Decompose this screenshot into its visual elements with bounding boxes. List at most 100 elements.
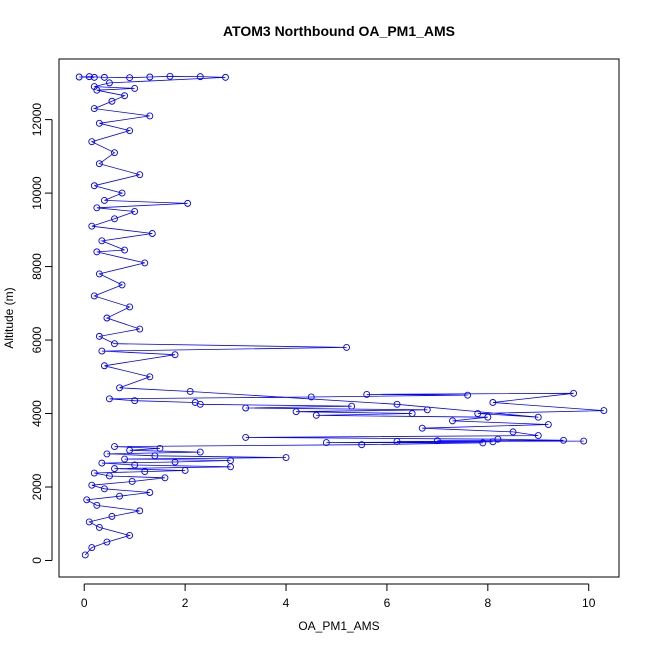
data-point [191,399,199,406]
y-tick-label: 8000 [30,253,44,280]
chart-title: ATOM3 Northbound OA_PM1_AMS [223,23,455,39]
x-tick-label: 2 [182,596,189,610]
data-point [146,112,154,120]
data-point [126,127,134,135]
data-point [393,437,401,445]
data-point [100,73,108,81]
data-point [98,347,106,355]
data-point [131,461,139,469]
data-point [88,481,96,489]
data-point [423,406,431,414]
data-point [184,199,192,207]
data-point [81,551,89,559]
data-point [393,400,401,408]
data-point [121,92,129,100]
data-point [103,314,111,322]
data-point [121,455,129,463]
data-point [544,421,552,428]
x-axis: 0 2 4 6 8 10 [81,583,596,610]
data-point [156,444,164,452]
data-point [242,433,250,441]
series-points-group [75,72,608,559]
data-point [580,437,588,445]
data-point [449,417,456,425]
data-point [181,467,189,474]
data-point [489,399,497,406]
y-tick-label: 12000 [30,103,44,137]
data-point [161,474,169,482]
data-point [111,215,118,223]
data-point [103,450,111,458]
data-point [95,270,103,278]
data-point [88,222,96,230]
data-point [227,457,234,464]
data-point [171,458,179,466]
data-point [106,395,113,403]
data-point [75,73,83,81]
data-point [90,469,98,477]
data-point [93,204,101,212]
data-point [141,259,149,267]
data-point [322,439,330,446]
data-point [128,478,136,485]
y-tick-label: 10000 [30,176,44,210]
data-point [307,393,315,401]
series-line [79,75,604,556]
data-point [484,413,492,421]
data-point [196,448,204,456]
data-point [103,538,111,546]
data-point [292,408,300,416]
data-point [108,97,116,105]
data-point [108,512,116,520]
data-point [433,437,441,445]
data-point [131,397,139,405]
data-point [186,388,194,395]
data-point [126,303,134,311]
data-point [111,149,118,157]
data-point [166,72,174,80]
data-point [146,373,154,381]
data-point [116,384,123,392]
data-point [136,171,144,179]
y-axis-label: Altitude (m) [2,287,16,348]
data-point [100,485,108,493]
data-point [95,119,103,127]
data-point [418,424,426,432]
data-point [358,441,366,449]
y-tick-label: 0 [30,557,44,564]
data-point [90,292,98,300]
data-point [136,325,144,333]
data-point [570,389,578,397]
data-point [474,410,482,417]
data-point [148,230,156,237]
data-point [95,160,103,168]
data-point [509,428,517,436]
y-tick-label: 2000 [30,473,44,500]
data-point [126,446,134,454]
data-point [111,465,118,473]
data-point [126,74,134,82]
data-point [136,507,144,515]
data-point [88,138,96,146]
x-tick-label: 8 [484,596,491,610]
data-point [116,492,123,500]
data-point [363,390,371,398]
data-point [464,391,472,399]
plot-frame [58,58,620,578]
data-point [100,196,108,204]
data-point [222,73,229,81]
data-point [408,410,416,417]
data-point [93,248,101,256]
data-point [242,404,250,412]
data-point [560,436,567,444]
x-tick-label: 4 [283,596,290,610]
data-point [534,413,542,421]
data-point [95,332,103,340]
y-tick-label: 4000 [30,400,44,427]
data-point [85,73,93,81]
series-line-group [79,75,604,556]
data-point [118,189,126,197]
data-point [90,182,98,190]
data-point [171,351,179,359]
